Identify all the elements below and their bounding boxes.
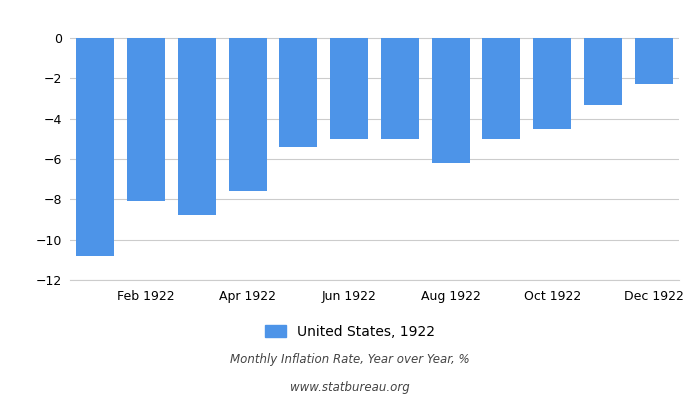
Bar xyxy=(229,38,267,191)
Text: Monthly Inflation Rate, Year over Year, %: Monthly Inflation Rate, Year over Year, … xyxy=(230,354,470,366)
Bar xyxy=(178,38,216,216)
Text: www.statbureau.org: www.statbureau.org xyxy=(290,382,410,394)
Legend: United States, 1922: United States, 1922 xyxy=(260,319,440,344)
Bar xyxy=(330,38,368,139)
Bar xyxy=(635,38,673,84)
Bar xyxy=(482,38,520,139)
Bar xyxy=(381,38,419,139)
Bar xyxy=(279,38,317,147)
Bar xyxy=(584,38,622,104)
Bar xyxy=(432,38,470,163)
Bar xyxy=(533,38,571,129)
Bar xyxy=(127,38,165,201)
Bar xyxy=(76,38,114,256)
